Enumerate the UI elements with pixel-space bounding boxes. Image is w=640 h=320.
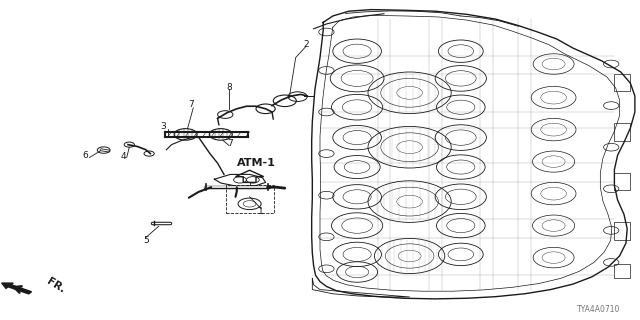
Bar: [614, 74, 630, 91]
Text: 5: 5: [143, 236, 148, 245]
Text: FR.: FR.: [45, 276, 67, 295]
Text: 7: 7: [188, 100, 193, 109]
Text: 2: 2: [303, 40, 308, 49]
Text: 6: 6: [83, 151, 88, 160]
Text: 8: 8: [227, 83, 232, 92]
Text: 4: 4: [120, 152, 125, 161]
Bar: [614, 123, 630, 141]
Text: 1: 1: [259, 207, 264, 216]
Text: TYA4A0710: TYA4A0710: [577, 305, 621, 314]
Text: 3: 3: [161, 122, 166, 131]
Bar: [614, 264, 630, 278]
Text: 7: 7: [228, 140, 233, 148]
Text: ATM-1: ATM-1: [237, 158, 275, 168]
Bar: [614, 173, 630, 190]
Bar: [226, 185, 274, 213]
Bar: [614, 222, 630, 240]
FancyArrow shape: [2, 283, 31, 294]
